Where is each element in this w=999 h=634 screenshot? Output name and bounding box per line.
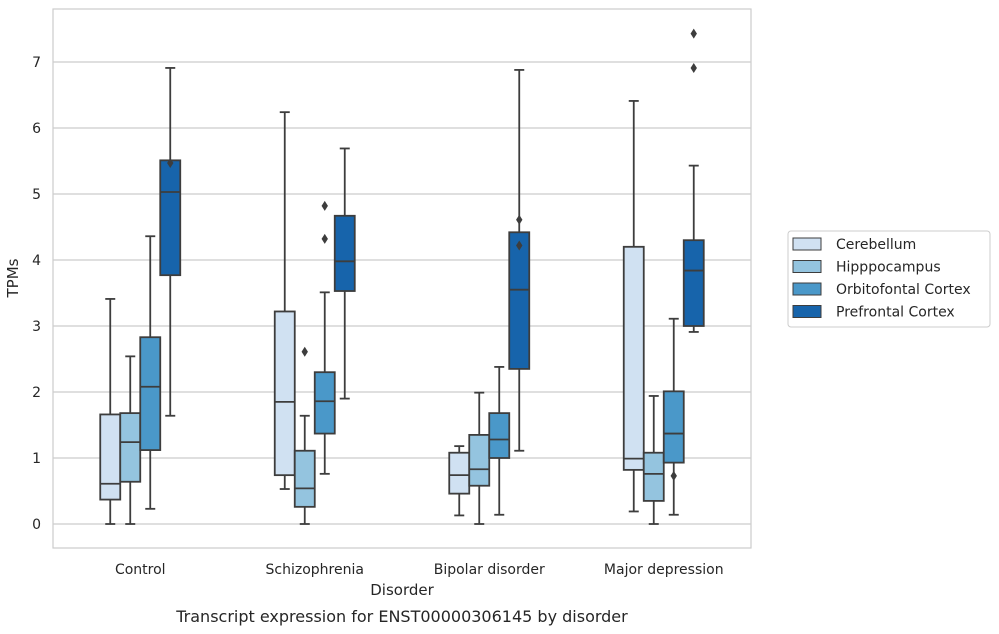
y-tick-label: 4 [32, 253, 41, 269]
series-orbitofontal-cortex [139, 200, 685, 516]
y-tick-label: 6 [32, 121, 41, 137]
y-axis-label: TPMs [4, 258, 22, 298]
y-tick-label: 1 [32, 451, 41, 467]
x-axis-label: Disorder [370, 581, 434, 599]
box-iqr [333, 214, 356, 292]
y-tick-label: 7 [32, 55, 41, 71]
box [273, 111, 296, 490]
box-iqr [139, 336, 162, 451]
box-iqr [642, 451, 665, 502]
box [293, 346, 316, 525]
outlier-point [321, 233, 328, 244]
chart-caption: Transcript expression for ENST0000030614… [175, 607, 628, 626]
legend-entry-label: Prefrontal Cortex [836, 305, 955, 321]
box [448, 445, 471, 517]
outlier-point [321, 200, 328, 211]
outlier-point [690, 28, 697, 39]
box-iqr [159, 159, 182, 277]
box-iqr [99, 413, 122, 501]
box [468, 391, 491, 525]
outlier-point [690, 62, 697, 73]
x-tick-label: Control [115, 562, 166, 578]
box-iqr [468, 433, 491, 487]
x-tick-label: Bipolar disorder [434, 562, 545, 578]
box [682, 28, 705, 333]
box-iqr [293, 449, 316, 508]
y-tick-label: 5 [32, 187, 41, 203]
box-iqr [273, 310, 296, 477]
box-iqr [508, 231, 531, 370]
y-tick-label: 2 [32, 385, 41, 401]
legend: Cerebellum Hipppocampus Orbitofontal Corte… [787, 230, 991, 328]
outlier-point [516, 214, 523, 225]
legend-swatch [792, 305, 822, 318]
plot-frame [52, 8, 752, 549]
outlier-point [516, 240, 523, 251]
box-iqr [448, 451, 471, 495]
x-tick-label: Schizophrenia [266, 562, 364, 578]
gridlines [53, 61, 751, 525]
legend-swatch [792, 282, 822, 296]
box [139, 235, 162, 510]
y-tick-labels: 0 1 2 3 4 5 6 7 [32, 55, 41, 533]
box-iqr [313, 371, 336, 435]
series-cerebellum [99, 100, 645, 525]
y-tick-label: 0 [32, 517, 41, 533]
box [159, 67, 182, 417]
box-iqr [119, 412, 142, 483]
x-tick-label: Major depression [604, 562, 724, 578]
box [508, 69, 531, 452]
legend-entry-label: Cerebellum [836, 237, 916, 253]
box [622, 100, 645, 513]
series-prefrontal-cortex [159, 28, 705, 452]
box-iqr [622, 245, 645, 471]
legend-swatch [792, 260, 822, 273]
y-tick-label: 3 [32, 319, 41, 335]
legend-entry-label: Orbitofontal Cortex [836, 282, 971, 298]
outlier-point [301, 346, 308, 357]
x-tick-labels: Control Schizophrenia Bipolar disorder Majo… [115, 562, 724, 578]
legend-entry-label: Hipppocampus [836, 260, 941, 276]
legend-frame [787, 230, 991, 328]
box [313, 200, 336, 475]
box [662, 317, 685, 516]
box-iqr [682, 239, 705, 327]
box [333, 147, 356, 400]
outlier-point [670, 470, 677, 481]
legend-swatch [792, 237, 822, 251]
outlier-point [167, 157, 174, 168]
box [99, 298, 122, 525]
box-iqr [488, 412, 511, 459]
box-iqr [662, 390, 685, 464]
box [488, 366, 511, 516]
box-series [99, 28, 705, 525]
box [642, 395, 665, 525]
